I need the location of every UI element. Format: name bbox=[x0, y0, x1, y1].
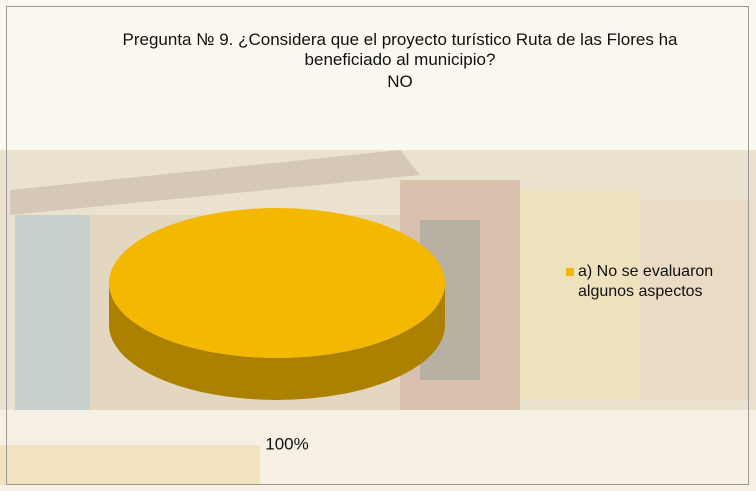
pie: 100% bbox=[109, 208, 445, 453]
legend: a) No se evaluaron algunos aspectos bbox=[566, 262, 746, 302]
pie-side bbox=[109, 283, 445, 400]
pie-slice bbox=[109, 208, 445, 358]
chart-title: Pregunta № 9. ¿Considera que el proyecto… bbox=[122, 30, 678, 69]
legend-label: a) No se evaluaron algunos aspectos bbox=[578, 263, 714, 300]
background-photo bbox=[0, 150, 756, 491]
chart-subtitle: NO bbox=[387, 72, 413, 91]
legend-swatch bbox=[566, 268, 574, 276]
frame bbox=[6, 6, 749, 485]
data-label: 100% bbox=[265, 434, 308, 453]
